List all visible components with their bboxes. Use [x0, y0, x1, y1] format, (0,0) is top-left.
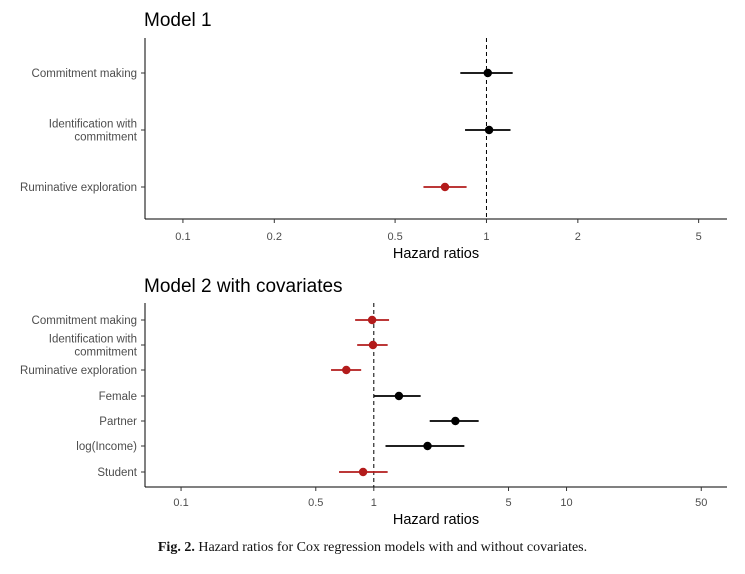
hazard-ratio-point: [367, 315, 377, 325]
hazard-ratio-point: [440, 182, 450, 192]
x-tick-label: 5: [696, 231, 702, 243]
hazard-ratio-point: [451, 416, 460, 426]
panel-1: Model 1 0.1 0.2 0.5 1 2 5 Hazard ratios Commitme…: [20, 10, 727, 262]
x-axis-label: Hazard ratios: [393, 246, 479, 262]
figure-caption: Fig. 2. Hazard ratios for Cox regression…: [0, 540, 745, 556]
y-tick-label: commitment: [74, 347, 137, 359]
hazard-ratio-point: [368, 340, 378, 350]
caption-label: Fig. 2.: [157, 540, 195, 555]
hazard-ratio-point: [484, 125, 494, 135]
x-tick-label: 50: [695, 497, 707, 509]
x-tick-label: 10: [560, 497, 572, 509]
y-tick-label: Student: [97, 467, 137, 479]
x-tick-label: 1: [483, 231, 489, 243]
x-tick-label: 1: [371, 497, 377, 509]
y-tick-label: Identification with: [49, 119, 137, 131]
hazard-ratio-point: [342, 365, 351, 375]
y-tick-label: log(Income): [76, 441, 137, 453]
y-tick-label: Partner: [99, 416, 137, 428]
y-tick-label: Ruminative exploration: [20, 365, 137, 377]
hazard-ratio-point: [394, 391, 404, 401]
hazard-ratio-point: [358, 467, 368, 477]
x-tick-label: 0.1: [173, 497, 188, 509]
caption-text: Hazard ratios for Cox regression models …: [194, 540, 588, 555]
x-tick-label: 0.1: [175, 231, 190, 243]
y-tick-label: Female: [99, 391, 137, 403]
panel-title: Model 2 with covariates: [144, 276, 343, 297]
forest-plot-figure: Model 1 0.1 0.2 0.5 1 2 5 Hazard ratios Commitme…: [20, 10, 727, 528]
x-tick-label: 0.2: [267, 231, 282, 243]
x-axis-label: Hazard ratios: [393, 512, 479, 528]
x-tick-label: 0.5: [387, 231, 402, 243]
hazard-ratio-point: [423, 441, 432, 451]
panel-2: Model 2 with covariates 0.1 0.5 1 5 10 50 Hazar…: [20, 276, 727, 528]
x-tick-label: 5: [505, 497, 511, 509]
x-tick-label: 0.5: [308, 497, 323, 509]
y-tick-label: Commitment making: [32, 315, 137, 327]
y-tick-label: commitment: [74, 132, 137, 144]
x-tick-label: 2: [575, 231, 581, 243]
y-tick-label: Identification with: [49, 334, 137, 346]
y-tick-label: Commitment making: [32, 68, 137, 80]
panel-title: Model 1: [144, 10, 212, 31]
y-tick-label: Ruminative exploration: [20, 182, 137, 194]
hazard-ratio-point: [483, 68, 492, 78]
